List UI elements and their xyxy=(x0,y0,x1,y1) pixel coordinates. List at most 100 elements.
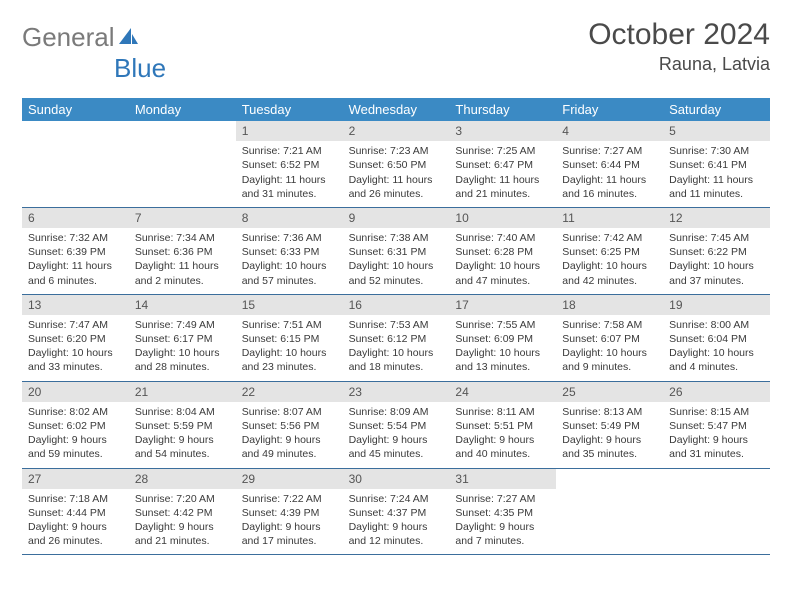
calendar-cell: 6Sunrise: 7:32 AMSunset: 6:39 PMDaylight… xyxy=(22,208,129,294)
sunset-line: Sunset: 6:25 PM xyxy=(562,245,657,259)
calendar-cell: 17Sunrise: 7:55 AMSunset: 6:09 PMDayligh… xyxy=(449,295,556,381)
sunrise-line: Sunrise: 7:40 AM xyxy=(455,231,550,245)
day-number: 18 xyxy=(556,295,663,315)
sunrise-line: Sunrise: 8:04 AM xyxy=(135,405,230,419)
daylight-line: Daylight: 9 hours and 35 minutes. xyxy=(562,433,657,461)
day-number: 27 xyxy=(22,469,129,489)
sunset-line: Sunset: 5:56 PM xyxy=(242,419,337,433)
day-details: Sunrise: 7:34 AMSunset: 6:36 PMDaylight:… xyxy=(129,228,236,294)
sunrise-line: Sunrise: 8:15 AM xyxy=(669,405,764,419)
day-number: . xyxy=(556,469,663,489)
sunset-line: Sunset: 6:41 PM xyxy=(669,158,764,172)
sunset-line: Sunset: 6:12 PM xyxy=(349,332,444,346)
sunset-line: Sunset: 4:44 PM xyxy=(28,506,123,520)
sunset-line: Sunset: 6:33 PM xyxy=(242,245,337,259)
sunset-line: Sunset: 6:15 PM xyxy=(242,332,337,346)
day-number: 6 xyxy=(22,208,129,228)
calendar-cell: . xyxy=(663,469,770,555)
calendar-cell: 8 Sunrise: 7:36 AMSunset: 6:33 PMDaylight… xyxy=(236,208,343,294)
daylight-line: Daylight: 9 hours and 54 minutes. xyxy=(135,433,230,461)
day-details: Sunrise: 7:51 AMSunset: 6:15 PMDaylight:… xyxy=(236,315,343,381)
day-number: 29 xyxy=(236,469,343,489)
day-details: Sunrise: 7:22 AMSunset: 4:39 PMDaylight:… xyxy=(236,489,343,555)
calendar-cell: 7Sunrise: 7:34 AMSunset: 6:36 PMDaylight… xyxy=(129,208,236,294)
sunrise-line: Sunrise: 7:21 AM xyxy=(242,144,337,158)
calendar-cell: 1Sunrise: 7:21 AMSunset: 6:52 PMDaylight… xyxy=(236,121,343,207)
sunset-line: Sunset: 5:49 PM xyxy=(562,419,657,433)
day-number: 31 xyxy=(449,469,556,489)
calendar-cell: 13Sunrise: 7:47 AMSunset: 6:20 PMDayligh… xyxy=(22,295,129,381)
sunset-line: Sunset: 6:07 PM xyxy=(562,332,657,346)
calendar-cell: 15Sunrise: 7:51 AMSunset: 6:15 PMDayligh… xyxy=(236,295,343,381)
day-details: Sunrise: 8:13 AMSunset: 5:49 PMDaylight:… xyxy=(556,402,663,468)
day-details: Sunrise: 8:09 AMSunset: 5:54 PMDaylight:… xyxy=(343,402,450,468)
calendar-cell: 22Sunrise: 8:07 AMSunset: 5:56 PMDayligh… xyxy=(236,382,343,468)
day-number: 12 xyxy=(663,208,770,228)
day-details: Sunrise: 7:32 AMSunset: 6:39 PMDaylight:… xyxy=(22,228,129,294)
day-details: Sunrise: 7:53 AMSunset: 6:12 PMDaylight:… xyxy=(343,315,450,381)
calendar-cell: 20Sunrise: 8:02 AMSunset: 6:02 PMDayligh… xyxy=(22,382,129,468)
sunrise-line: Sunrise: 7:42 AM xyxy=(562,231,657,245)
day-number: 5 xyxy=(663,121,770,141)
day-details: Sunrise: 7:24 AMSunset: 4:37 PMDaylight:… xyxy=(343,489,450,555)
day-details: Sunrise: 7:21 AMSunset: 6:52 PMDaylight:… xyxy=(236,141,343,207)
day-number: 21 xyxy=(129,382,236,402)
sunrise-line: Sunrise: 7:36 AM xyxy=(242,231,337,245)
day-details: Sunrise: 7:42 AMSunset: 6:25 PMDaylight:… xyxy=(556,228,663,294)
day-details: Sunrise: 8:15 AMSunset: 5:47 PMDaylight:… xyxy=(663,402,770,468)
calendar: Sunday Monday Tuesday Wednesday Thursday… xyxy=(22,98,770,555)
daylight-line: Daylight: 10 hours and 47 minutes. xyxy=(455,259,550,287)
location: Rauna, Latvia xyxy=(588,54,770,75)
daylight-line: Daylight: 11 hours and 31 minutes. xyxy=(242,173,337,201)
day-details: Sunrise: 7:30 AMSunset: 6:41 PMDaylight:… xyxy=(663,141,770,207)
sunrise-line: Sunrise: 7:51 AM xyxy=(242,318,337,332)
calendar-cell: 24Sunrise: 8:11 AMSunset: 5:51 PMDayligh… xyxy=(449,382,556,468)
sunset-line: Sunset: 6:31 PM xyxy=(349,245,444,259)
day-number: 8 xyxy=(236,208,343,228)
sunset-line: Sunset: 4:42 PM xyxy=(135,506,230,520)
sunrise-line: Sunrise: 7:30 AM xyxy=(669,144,764,158)
day-details: Sunrise: 7:45 AMSunset: 6:22 PMDaylight:… xyxy=(663,228,770,294)
col-monday: Monday xyxy=(129,98,236,121)
calendar-cell: 4Sunrise: 7:27 AMSunset: 6:44 PMDaylight… xyxy=(556,121,663,207)
sunrise-line: Sunrise: 7:49 AM xyxy=(135,318,230,332)
day-number: 19 xyxy=(663,295,770,315)
sunrise-line: Sunrise: 7:45 AM xyxy=(669,231,764,245)
day-details: Sunrise: 7:27 AMSunset: 4:35 PMDaylight:… xyxy=(449,489,556,555)
month-title: October 2024 xyxy=(588,18,770,52)
daylight-line: Daylight: 10 hours and 57 minutes. xyxy=(242,259,337,287)
day-details: Sunrise: 8:04 AMSunset: 5:59 PMDaylight:… xyxy=(129,402,236,468)
day-number: 4 xyxy=(556,121,663,141)
day-details: Sunrise: 7:23 AMSunset: 6:50 PMDaylight:… xyxy=(343,141,450,207)
calendar-cell: 2Sunrise: 7:23 AMSunset: 6:50 PMDaylight… xyxy=(343,121,450,207)
sunset-line: Sunset: 5:51 PM xyxy=(455,419,550,433)
sunrise-line: Sunrise: 7:25 AM xyxy=(455,144,550,158)
day-number: . xyxy=(22,121,129,141)
day-number: 13 xyxy=(22,295,129,315)
day-details: Sunrise: 7:20 AMSunset: 4:42 PMDaylight:… xyxy=(129,489,236,555)
sunset-line: Sunset: 6:20 PM xyxy=(28,332,123,346)
day-number: 3 xyxy=(449,121,556,141)
sunrise-line: Sunrise: 8:11 AM xyxy=(455,405,550,419)
day-number: 20 xyxy=(22,382,129,402)
calendar-cell: 19Sunrise: 8:00 AMSunset: 6:04 PMDayligh… xyxy=(663,295,770,381)
logo-text-1: General xyxy=(22,22,115,53)
day-number: 2 xyxy=(343,121,450,141)
calendar-cell: 12Sunrise: 7:45 AMSunset: 6:22 PMDayligh… xyxy=(663,208,770,294)
sunset-line: Sunset: 6:52 PM xyxy=(242,158,337,172)
logo: General xyxy=(22,22,140,53)
daylight-line: Daylight: 10 hours and 28 minutes. xyxy=(135,346,230,374)
day-details: Sunrise: 7:47 AMSunset: 6:20 PMDaylight:… xyxy=(22,315,129,381)
daylight-line: Daylight: 9 hours and 17 minutes. xyxy=(242,520,337,548)
day-details: Sunrise: 8:00 AMSunset: 6:04 PMDaylight:… xyxy=(663,315,770,381)
day-details: Sunrise: 8:02 AMSunset: 6:02 PMDaylight:… xyxy=(22,402,129,468)
sunrise-line: Sunrise: 7:32 AM xyxy=(28,231,123,245)
calendar-cell: 11Sunrise: 7:42 AMSunset: 6:25 PMDayligh… xyxy=(556,208,663,294)
calendar-cell: . xyxy=(22,121,129,207)
sunrise-line: Sunrise: 7:18 AM xyxy=(28,492,123,506)
daylight-line: Daylight: 9 hours and 7 minutes. xyxy=(455,520,550,548)
day-number: 17 xyxy=(449,295,556,315)
sunrise-line: Sunrise: 8:07 AM xyxy=(242,405,337,419)
calendar-cell: 14Sunrise: 7:49 AMSunset: 6:17 PMDayligh… xyxy=(129,295,236,381)
sunset-line: Sunset: 6:50 PM xyxy=(349,158,444,172)
